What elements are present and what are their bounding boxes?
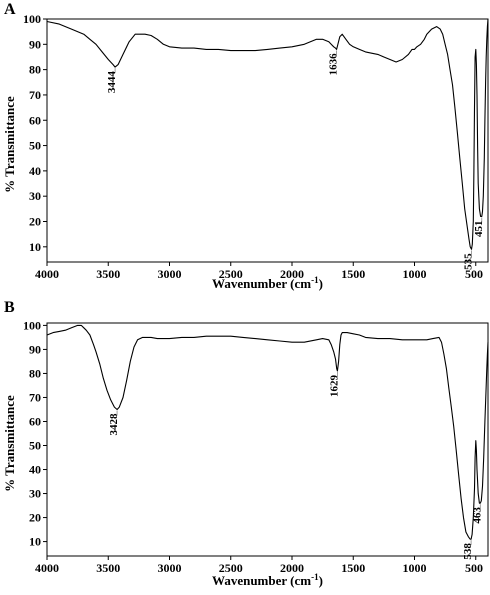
y-tick-label: 40: [29, 164, 41, 178]
y-tick-label: 30: [29, 189, 41, 203]
x-tick-label: 2000: [280, 267, 304, 281]
x-axis-title-main: Wavenumber (cm: [212, 573, 311, 588]
y-tick-label: 20: [29, 215, 41, 229]
y-tick-label: 70: [29, 390, 41, 404]
y-tick-label: 100: [23, 12, 41, 26]
x-tick-label: 4000: [35, 267, 59, 281]
panel-label: A: [4, 1, 16, 18]
y-tick-label: 10: [29, 535, 41, 549]
x-tick-label: 500: [465, 267, 483, 281]
spectrum-line: [46, 18, 489, 250]
y-tick-label: 90: [29, 37, 41, 51]
x-axis-title-tail: ): [319, 573, 323, 588]
plot-frame: [46, 322, 489, 557]
y-axis-title: % Transmittance: [2, 395, 17, 492]
peak-label: 538: [462, 543, 474, 560]
y-axis-title: % Transmittance: [2, 96, 17, 193]
y-tick-label: 50: [29, 439, 41, 453]
x-axis-title: Wavenumber (cm-1): [212, 275, 323, 291]
y-tick-label: 90: [29, 342, 41, 356]
y-tick-label: 10: [29, 240, 41, 254]
y-tick-label: 60: [29, 113, 41, 127]
panel-a: A 10 20 30 40 50 60 70 80 90 100 4000 3500 3000 2500 20…: [2, 1, 489, 291]
peak-label: 463: [471, 507, 483, 524]
x-tick-label: 1500: [341, 267, 365, 281]
x-tick-label: 3000: [158, 267, 182, 281]
peak-label: 535: [462, 253, 474, 270]
peak-label: 3444: [106, 71, 118, 94]
x-tick-label: 3500: [96, 267, 120, 281]
x-axis-title-superscript: -1: [311, 275, 319, 285]
y-tick-label: 40: [29, 463, 41, 477]
x-tick-label: 500: [465, 561, 483, 575]
x-tick-label: 1000: [403, 267, 427, 281]
peak-label: 3428: [108, 413, 120, 436]
y-tick-label: 20: [29, 511, 41, 525]
x-tick-label: 4000: [35, 561, 59, 575]
y-tick-label: 100: [23, 318, 41, 332]
x-tick-label: 1500: [341, 561, 365, 575]
panel-b: B 10 20 30 40 50 60 70 80 90 100 4000 3500 3000 2500 20…: [2, 299, 489, 588]
y-tick-label: 80: [29, 63, 41, 77]
peak-label: 1636: [328, 53, 340, 76]
x-tick-label: 3000: [158, 561, 182, 575]
y-tick-label: 60: [29, 414, 41, 428]
y-tick-label: 50: [29, 139, 41, 153]
panel-label: B: [4, 299, 15, 316]
y-tick-label: 70: [29, 88, 41, 102]
x-axis-title-main: Wavenumber (cm: [212, 276, 311, 291]
plot-frame: [46, 18, 489, 263]
x-axis-title-superscript: -1: [311, 572, 319, 582]
x-axis-title-tail: ): [319, 276, 323, 291]
y-tick-label: 80: [29, 366, 41, 380]
x-tick-label: 2500: [219, 267, 243, 281]
y-tick-label: 30: [29, 487, 41, 501]
spectrum-line: [46, 324, 489, 540]
peak-label: 1629: [328, 375, 340, 398]
peak-label: 451: [473, 220, 485, 237]
x-tick-label: 1000: [403, 561, 427, 575]
x-tick-label: 2500: [219, 561, 243, 575]
x-tick-label: 2000: [280, 561, 304, 575]
x-axis-title: Wavenumber (cm-1): [212, 572, 323, 588]
x-tick-label: 3500: [96, 561, 120, 575]
